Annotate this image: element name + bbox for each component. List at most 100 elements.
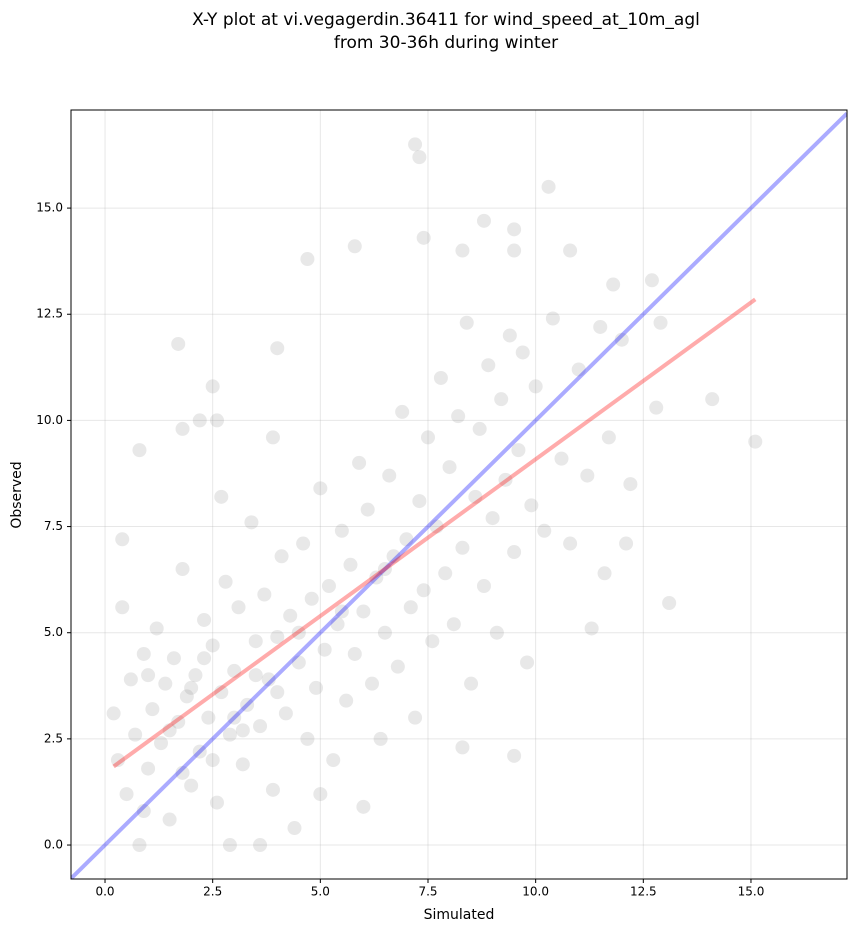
point [502,328,517,343]
point [222,727,237,742]
point [584,621,599,636]
point [481,358,496,373]
point [511,443,526,458]
point [218,574,233,589]
point [395,404,410,419]
point [507,243,522,258]
point [412,150,427,165]
point [179,689,194,704]
point [128,727,143,742]
point [235,723,250,738]
point [184,680,199,695]
point [403,600,418,615]
point [455,540,470,555]
point [601,430,616,445]
point [545,311,560,326]
point [141,668,156,683]
point [399,532,414,547]
point [515,345,530,360]
point [321,579,336,594]
point [360,502,375,517]
point [244,515,259,530]
y-axis-label: Observed [9,461,25,528]
point [494,392,509,407]
point [326,753,341,768]
point [136,646,151,661]
point [304,591,319,606]
point [123,672,138,687]
point [438,566,453,581]
point [347,239,362,254]
point [291,625,306,640]
point [528,379,543,394]
point [597,566,612,581]
point [119,787,134,802]
x-tick-label: 0.0 [95,885,114,899]
point [248,668,263,683]
point [240,697,255,712]
point [377,562,392,577]
point [132,838,147,853]
point [201,710,216,725]
point [563,243,578,258]
point [278,706,293,721]
point [485,511,500,526]
x-tick-label: 10.0 [522,885,549,899]
point [171,336,186,351]
point [334,523,349,538]
point [433,370,448,385]
point [498,472,513,487]
point [334,604,349,619]
y-tick-label: 5.0 [44,625,63,639]
point [580,468,595,483]
point [158,676,173,691]
point [115,600,130,615]
point [162,723,177,738]
point [162,812,177,827]
point [429,519,444,534]
point [408,710,423,725]
point [205,379,220,394]
point [507,748,522,763]
x-tick-label: 2.5 [203,885,222,899]
point [235,757,250,772]
point [347,646,362,661]
point [476,579,491,594]
point [369,570,384,585]
point [313,787,328,802]
point [110,753,125,768]
point [489,625,504,640]
point [136,804,151,819]
point [171,714,186,729]
point [248,634,263,649]
point [253,719,268,734]
x-tick-label: 7.5 [418,885,437,899]
point [166,651,181,666]
point [377,625,392,640]
point [623,477,638,492]
point [425,634,440,649]
y-tick-label: 10.0 [36,413,63,427]
x-axis-label: Simulated [424,907,495,923]
point [192,413,207,428]
y-tick-label: 2.5 [44,731,63,745]
point [274,549,289,564]
point [365,676,380,691]
fit-line [112,297,757,769]
point [265,430,280,445]
point [222,838,237,853]
point [420,430,435,445]
point [416,583,431,598]
point [106,706,121,721]
point [416,230,431,245]
point [649,400,664,415]
point [593,319,608,334]
point [309,680,324,695]
point [373,731,388,746]
point [653,315,668,330]
point [619,536,634,551]
point [214,489,229,504]
point [188,668,203,683]
point [459,315,474,330]
